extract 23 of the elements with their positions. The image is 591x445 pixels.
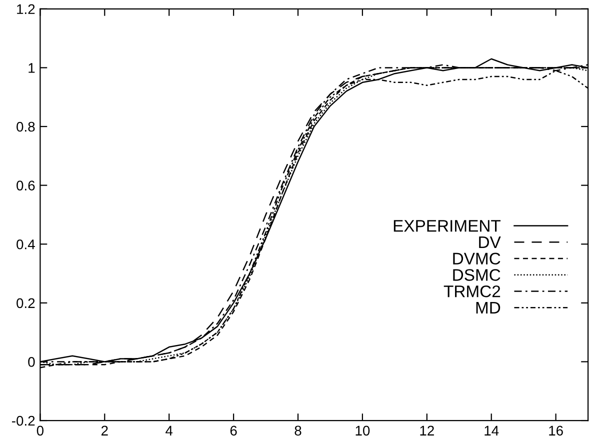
y-tick-label: -0.2	[12, 416, 35, 426]
x-tick-label: 16	[549, 426, 563, 436]
x-tick-label: 10	[356, 426, 370, 436]
x-tick-label: 8	[294, 426, 302, 436]
x-tick-label: 14	[484, 426, 499, 436]
y-tick-label: 1.2	[17, 4, 35, 14]
x-tick-label: 6	[230, 426, 237, 436]
legend-label: DV	[479, 236, 501, 248]
legend-label: MD	[476, 302, 500, 314]
x-tick-label: 4	[166, 426, 173, 436]
legend-label: TRMC2	[444, 285, 500, 298]
y-tick-label: 0.2	[16, 298, 35, 308]
y-tick-label: 1	[28, 63, 35, 73]
y-tick-label: 0.4	[16, 239, 35, 250]
y-tick-label: 0.8	[16, 122, 35, 132]
y-tick-label: 0	[28, 357, 35, 367]
y-tick-label: 0.6	[16, 180, 35, 190]
x-tick-label: 12	[420, 426, 434, 436]
x-tick-label: 0	[36, 426, 44, 436]
x-tick-label: 2	[101, 426, 108, 436]
legend-label: DSMC	[453, 269, 500, 281]
legend-label: EXPERIMENT	[394, 220, 501, 232]
legend-label: DVMC	[453, 252, 500, 265]
